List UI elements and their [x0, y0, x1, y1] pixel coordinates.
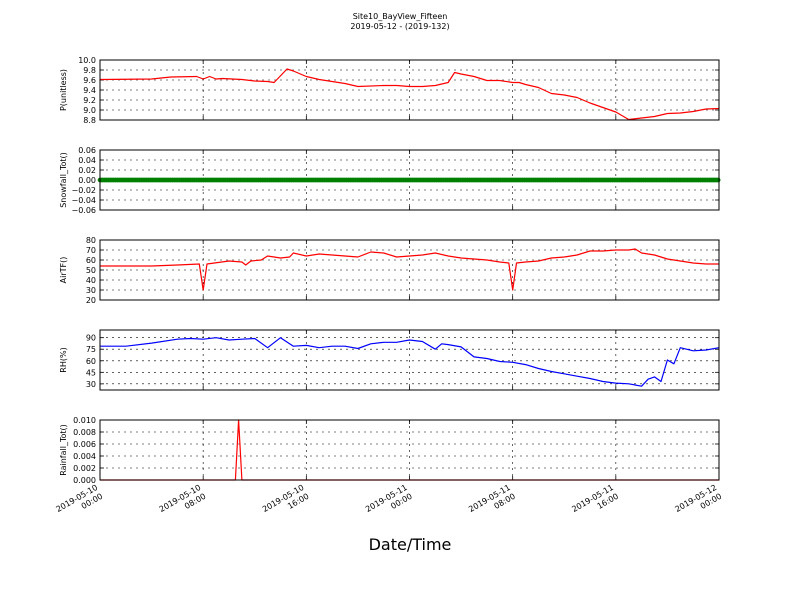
y-tick-label: 10.0	[78, 56, 96, 65]
plot-frame	[99, 329, 720, 391]
panel-2: 0.060.040.020.00−0.02−0.04−0.06Snowfall_…	[59, 146, 721, 215]
y-tick-label: 45	[86, 368, 96, 377]
y-axis-label: Rainfall_Tot()	[59, 424, 68, 476]
y-tick-label: 90	[86, 334, 96, 343]
plot-frame	[99, 59, 720, 121]
y-tick-label: 9.6	[83, 76, 96, 85]
x-axis-label: Date/Time	[369, 535, 452, 554]
series-line	[100, 248, 719, 291]
y-tick-label: 0.008	[73, 428, 96, 437]
series-marker-group	[97, 177, 721, 183]
y-tick-label: 0.004	[73, 452, 96, 461]
y-tick-label: 60	[86, 357, 96, 366]
y-tick-label: 9.2	[83, 96, 96, 105]
y-tick-label: 0.000	[73, 476, 96, 485]
y-tick-label: −0.06	[71, 206, 96, 215]
chart-panels: 10.09.89.69.49.29.08.8P(unitless)0.060.0…	[54, 56, 723, 514]
y-tick-label: 80	[86, 236, 96, 245]
y-tick-label: 0.002	[73, 464, 96, 473]
y-axis-label: P(unitless)	[59, 69, 68, 111]
y-axis-label: RH(%)	[59, 347, 68, 372]
y-tick-label: 0.06	[78, 146, 96, 155]
y-tick-label: 30	[86, 380, 96, 389]
y-tick-label: 70	[86, 246, 96, 255]
plot-frame	[99, 149, 720, 211]
y-tick-label: 9.8	[83, 66, 96, 75]
y-tick-label: −0.04	[71, 196, 96, 205]
y-tick-label: 8.8	[83, 116, 96, 125]
y-tick-label: 0.006	[73, 440, 96, 449]
chart-title-line2: 2019-05-12 - (2019-132)	[350, 22, 449, 31]
plot-frame	[99, 239, 720, 301]
y-tick-label: 50	[86, 266, 96, 275]
panel-4: 90 75 60 45 30 RH(%)	[59, 329, 720, 391]
y-tick-label: 40	[86, 276, 96, 285]
y-tick-label: 75	[86, 345, 96, 354]
chart-title-line1: Site10_BayView_Fifteen	[353, 12, 448, 21]
panel-1: 10.09.89.69.49.29.08.8 P(unitless)	[59, 56, 720, 125]
y-tick-label: 0.00	[78, 176, 96, 185]
panel-5: 0.010 0.008 0.006 0.004 0.002 0.000 Rainfall_T…	[59, 416, 720, 485]
y-tick-label: 30	[86, 286, 96, 295]
y-tick-label: 0.02	[78, 166, 96, 175]
y-axis-label: AirTF()	[59, 257, 68, 284]
y-axis-label: Snowfall_Tot()	[59, 152, 68, 208]
data-point	[715, 177, 721, 183]
y-tick-label: 0.04	[78, 156, 96, 165]
y-tick-label: −0.02	[71, 186, 96, 195]
series-line	[100, 337, 720, 387]
y-tick-label: 9.4	[83, 86, 96, 95]
series-line	[99, 68, 720, 121]
plot-frame	[99, 419, 720, 481]
y-tick-label: 0.010	[73, 416, 96, 425]
y-tick-label: 20	[86, 296, 96, 305]
y-tick-label: 60	[86, 256, 96, 265]
y-tick-label: 9.0	[83, 106, 96, 115]
